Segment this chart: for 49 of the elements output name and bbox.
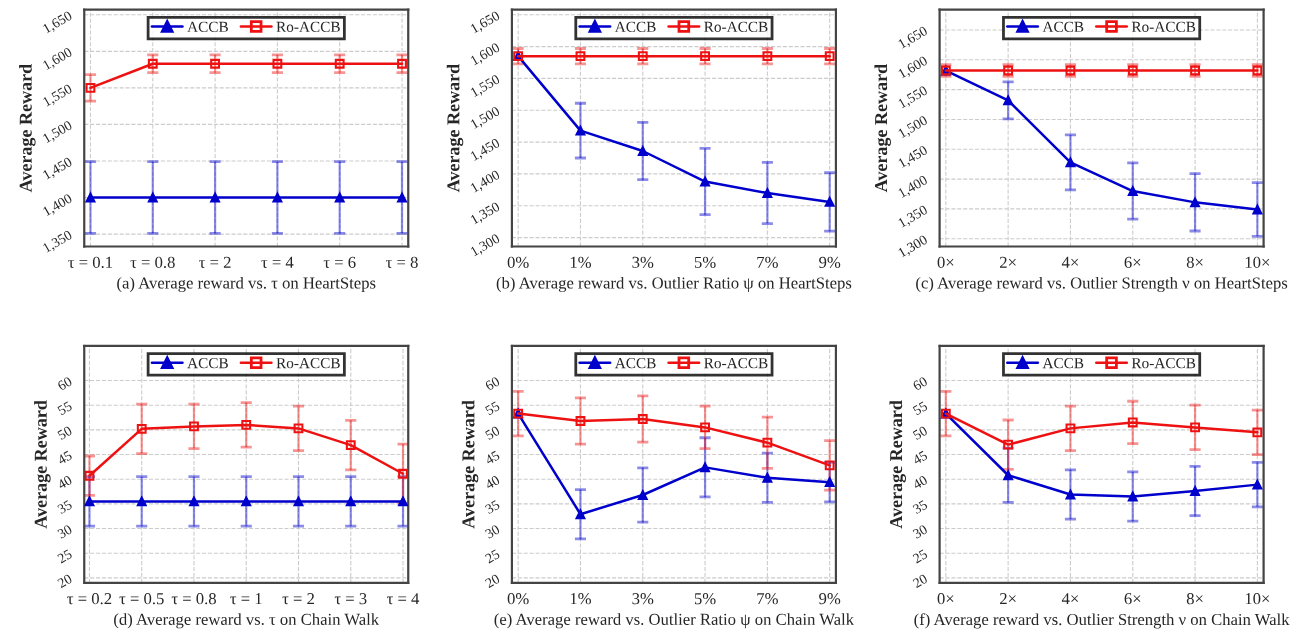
x-tick-label: 10× [1245, 256, 1270, 268]
x-axis-title: (a) Average reward vs. τ on HeartSteps [117, 276, 376, 293]
y-axis-title: Average Reward [34, 400, 51, 529]
x-tick-label: 9% [819, 593, 841, 605]
x-tick-label: τ = 0.1 [68, 256, 113, 269]
x-tick-label: τ = 0.8 [171, 593, 216, 605]
x-tick-label: τ = 2 [199, 256, 231, 268]
x-tick-label: 10× [1245, 593, 1270, 605]
x-tick-label: 4× [1061, 256, 1079, 268]
x-tick-label: 8× [1186, 256, 1203, 268]
x-axis-title: (f) Average reward vs. Outlier Strength ν on Chain Walk [914, 613, 1290, 629]
x-tick-label: 8× [1186, 593, 1203, 605]
y-axis-title: Average Reward [461, 400, 479, 529]
x-tick-label: τ = 8 [385, 256, 418, 268]
y-axis-title: Average Reward [446, 64, 464, 193]
y-axis-title: Average Reward [889, 400, 906, 529]
y-axis-title: Average Reward [19, 64, 36, 193]
x-tick-label: τ = 1 [230, 593, 262, 605]
x-axis-title: (b) Average reward vs. Outlier Ratio ψ on HeartSteps [496, 276, 852, 293]
x-tick-label: 2× [1000, 593, 1016, 605]
x-tick-label: τ = 6 [323, 256, 356, 268]
x-axis-title: (e) Average reward vs. Outlier Ratio ψ on Chain Walk [494, 613, 855, 629]
x-tick-label: 1% [570, 593, 591, 605]
x-axis-title: (d) Average reward vs. τ on Chain Walk [114, 613, 380, 629]
x-tick-label: 6× [1124, 256, 1141, 268]
x-axis-title: (c) Average reward vs. Outlier Strength ν on HeartSteps [916, 276, 1288, 293]
x-tick-label: 2× [1000, 256, 1016, 268]
x-tick-label: 6× [1124, 593, 1141, 605]
x-tick-label: 5% [694, 593, 716, 605]
x-tick-label: τ = 2 [282, 593, 314, 605]
x-tick-label: 0% [507, 256, 529, 269]
x-tick-label: 3% [632, 256, 654, 269]
x-tick-label: 0% [507, 593, 529, 605]
x-tick-label: 7% [757, 256, 778, 269]
x-tick-label: 7% [757, 593, 778, 605]
x-tick-label: τ = 0.8 [130, 256, 175, 269]
x-tick-label: τ = 4 [387, 593, 420, 605]
x-tick-label: 4× [1061, 593, 1079, 605]
x-tick-label: τ = 4 [261, 256, 294, 268]
x-tick-label: 3% [632, 593, 654, 605]
x-tick-label: τ = 3 [334, 593, 367, 605]
x-tick-label: τ = 0.5 [119, 593, 164, 605]
x-tick-label: τ = 0.2 [67, 593, 112, 605]
x-tick-label: 1% [570, 256, 591, 269]
y-axis-title: Average Reward [874, 64, 891, 193]
x-tick-label: 9% [819, 256, 841, 269]
x-tick-label: 0× [937, 256, 954, 268]
x-tick-label: 0× [937, 593, 954, 605]
x-tick-label: 5% [694, 256, 716, 269]
